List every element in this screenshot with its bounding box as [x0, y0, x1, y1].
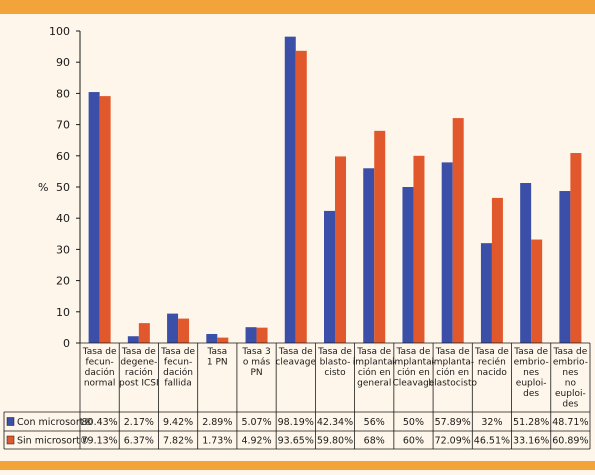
bar-con-microsort — [245, 327, 257, 343]
value-cell: 5.07% — [241, 417, 271, 428]
bar-sin-microsort — [570, 153, 582, 343]
value-cell: 51.28% — [513, 417, 549, 428]
bar-sin-microsort — [217, 337, 229, 343]
value-cell: 80.43% — [81, 417, 117, 428]
bar-con-microsort — [127, 336, 139, 343]
value-cell: 50% — [403, 417, 424, 428]
bar-sin-microsort — [531, 239, 543, 343]
value-cell: 59.80% — [317, 436, 353, 447]
category-label: Tasa de implanta-ción en Cleavage — [392, 347, 435, 389]
value-cell: 48.71% — [552, 417, 588, 428]
value-cell: 1.73% — [202, 436, 232, 447]
value-cell: 56% — [364, 417, 385, 428]
category-label: Tasa de implanta-ción en general — [353, 347, 396, 389]
value-cell: 72.09% — [435, 436, 471, 447]
value-cell: 57.89% — [435, 417, 471, 428]
category-label: Tasa de cleavage — [275, 347, 316, 368]
value-cell: 33.16% — [513, 436, 549, 447]
value-cell: 9.42% — [163, 417, 193, 428]
value-cell: 7.82% — [163, 436, 193, 447]
bar-sin-microsort — [99, 96, 111, 343]
value-cell: 46.51% — [474, 436, 510, 447]
top-accent-band — [0, 0, 595, 14]
bar-con-microsort — [559, 191, 571, 343]
bar-sin-microsort — [491, 197, 503, 343]
category-label: Tasa de fecun-dación normal — [82, 347, 117, 389]
category-label: Tasa de embrio-nes no euploi-des — [552, 347, 587, 410]
bar-con-microsort — [324, 210, 335, 343]
bar-con-microsort — [206, 333, 218, 343]
bar-con-microsort — [284, 36, 296, 343]
bottom-accent-band — [0, 461, 595, 470]
category-label: Tasa de implanta-ción en blastocisto — [428, 347, 477, 389]
value-cell: 2.17% — [124, 417, 154, 428]
value-cell: 68% — [364, 436, 385, 447]
value-cell: 32% — [481, 417, 502, 428]
bar-sin-microsort — [256, 327, 268, 343]
y-tick-label: 20 — [56, 275, 70, 288]
bar-con-microsort — [363, 168, 375, 343]
value-cell: 42.34% — [317, 417, 353, 428]
y-tick-label: 80 — [56, 87, 70, 100]
y-axis-label: % — [38, 181, 48, 194]
bar-con-microsort — [88, 92, 100, 343]
value-cell: 6.37% — [124, 436, 154, 447]
value-cell: 2.89% — [202, 417, 232, 428]
legend-swatch-sin — [6, 435, 15, 445]
category-label: Tasa 1 PN — [206, 347, 227, 368]
bar-sin-microsort — [452, 118, 464, 344]
y-tick-label: 50 — [56, 181, 70, 194]
category-label: Tasa de degene-ración post ICSI — [119, 347, 159, 389]
bar-con-microsort — [402, 187, 414, 343]
category-label: Tasa de embrio-nes euploi-des — [513, 347, 548, 399]
y-tick-label: 100 — [49, 25, 70, 38]
bar-con-microsort — [480, 243, 492, 343]
value-cell: 93.65% — [278, 436, 314, 447]
legend-label-sin: Sin microsort® — [17, 436, 89, 447]
value-cell: 4.92% — [241, 436, 271, 447]
value-cell: 79.13% — [81, 436, 117, 447]
bar-con-microsort — [520, 183, 532, 343]
legend-label-con: Con microsort® — [17, 417, 93, 428]
value-cell: 60% — [403, 436, 424, 447]
bar-sin-microsort — [374, 130, 386, 343]
y-tick-label: 90 — [56, 56, 70, 69]
bar-sin-microsort — [178, 318, 190, 343]
category-label: Tasa de fecun-dación fallida — [160, 347, 195, 389]
bar-con-microsort — [441, 162, 453, 343]
bar-sin-microsort — [138, 323, 150, 343]
y-tick-label: 40 — [56, 212, 70, 225]
y-tick-label: 60 — [56, 150, 70, 163]
value-cell: 98.19% — [278, 417, 314, 428]
bar-sin-microsort — [335, 156, 346, 343]
y-tick-label: 10 — [56, 306, 70, 319]
category-label: Tasa de blasto-cisto — [317, 347, 352, 378]
bar-con-microsort — [167, 313, 179, 343]
bar-sin-microsort — [295, 50, 307, 343]
y-tick-label: 0 — [63, 337, 70, 350]
y-tick-label: 70 — [56, 119, 70, 132]
bar-sin-microsort — [413, 155, 425, 343]
legend-swatch-con — [6, 417, 15, 426]
value-cell: 60.89% — [552, 436, 588, 447]
category-label: Tasa de recién nacido — [474, 347, 509, 378]
y-tick-label: 30 — [56, 243, 70, 256]
